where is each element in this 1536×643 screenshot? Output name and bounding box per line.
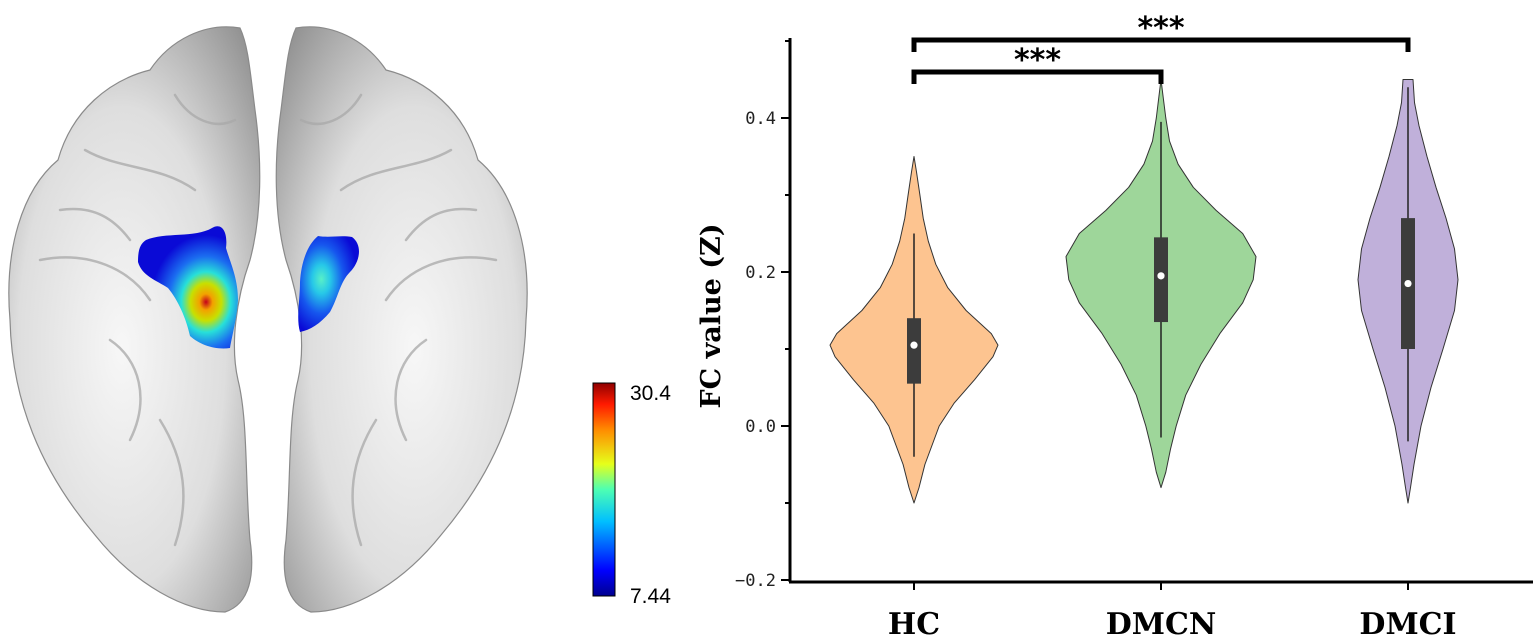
x-tick-label-dmci: DMCI: [1359, 607, 1456, 642]
median-dot-hc: [910, 341, 918, 349]
colorbar-gradient: [592, 382, 616, 597]
median-dot-dmcn: [1157, 272, 1165, 280]
y-tick-label: 0.0: [745, 417, 776, 437]
colorbar: 30.4 7.44: [592, 382, 671, 608]
significance-label: ***: [1137, 11, 1184, 46]
activation-left: [138, 226, 238, 349]
x-tick-label-hc: HC: [888, 607, 940, 642]
significance-brackets: *** ***: [911, 11, 1411, 84]
violins: [829, 79, 1459, 504]
brain-illustration: [8, 26, 528, 613]
violin-chart: −0.2 0.0 0.2 0.4 HC DMCN DMCI *** *** FC value…: [696, 11, 1533, 642]
iqr-box-dmcn: [1154, 237, 1168, 323]
significance-bracket: [911, 69, 1164, 84]
significance-label: ***: [1014, 43, 1061, 78]
y-tick-label: −0.2: [735, 571, 776, 591]
y-tick-label: 0.4: [745, 109, 776, 129]
y-axis-label: FC value (Z): [696, 224, 727, 409]
median-dot-dmci: [1404, 279, 1412, 288]
y-tick-label: 0.2: [745, 263, 776, 283]
x-tick-label-dmcn: DMCN: [1106, 607, 1217, 642]
left-hemisphere: [8, 26, 261, 613]
right-hemisphere: [275, 26, 528, 613]
colorbar-min-label: 7.44: [630, 585, 671, 608]
x-ticks: HC DMCN DMCI: [888, 582, 1457, 642]
significance-bracket: [911, 37, 1411, 52]
colorbar-max-label: 30.4: [630, 382, 671, 405]
y-ticks: −0.2 0.0 0.2 0.4: [735, 40, 790, 591]
iqr-box-hc: [907, 318, 921, 384]
activation-right: [298, 236, 359, 332]
